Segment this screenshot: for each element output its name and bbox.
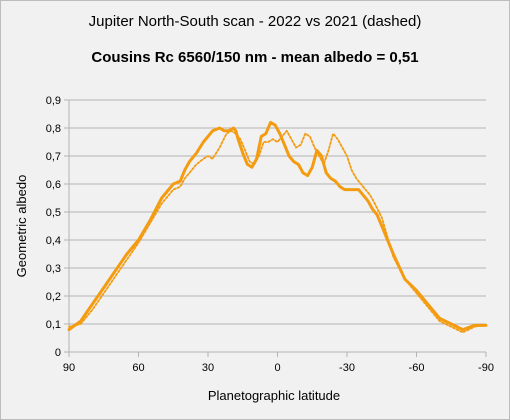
axes <box>64 99 487 357</box>
y-tick-label: 0,5 <box>46 207 61 219</box>
series-line-2022 <box>67 120 488 332</box>
y-tick-label: 0,6 <box>46 179 61 191</box>
y-tick-label: 0,4 <box>46 235 61 247</box>
series-line-2021 <box>68 129 487 334</box>
y-tick-label: 0,1 <box>46 319 61 331</box>
y-tick-labels: 0 0,1 0,2 0,3 0,4 0,5 0,6 0,7 0,8 0,9 <box>46 95 61 359</box>
chart-subtitle: Cousins Rc 6560/150 nm - mean albedo = 0… <box>91 49 418 66</box>
series-lines <box>67 120 488 334</box>
y-tick-label: 0,7 <box>46 151 61 163</box>
x-tick-label: 0 <box>274 362 280 374</box>
x-tick-label: -60 <box>409 362 425 374</box>
y-tick-label: 0,3 <box>46 263 61 275</box>
y-tick-label: 0,9 <box>46 95 61 107</box>
y-tick-label: 0,8 <box>46 123 61 135</box>
y-tick-label: 0 <box>55 347 61 359</box>
y-axis-label: Geometric albedo <box>14 175 29 278</box>
x-tick-labels: 90 60 30 0 -30 -60 -90 <box>63 362 494 374</box>
x-tick-label: -30 <box>339 362 355 374</box>
chart-title: Jupiter North-South scan - 2022 vs 2021 … <box>89 13 422 30</box>
x-tick-label: 60 <box>132 362 144 374</box>
x-tick-label: -90 <box>478 362 494 374</box>
y-tick-label: 0,2 <box>46 291 61 303</box>
x-tick-label: 90 <box>63 362 75 374</box>
grid <box>69 99 486 325</box>
x-axis-label: Planetographic latitude <box>208 388 340 403</box>
x-tick-label: 30 <box>202 362 214 374</box>
